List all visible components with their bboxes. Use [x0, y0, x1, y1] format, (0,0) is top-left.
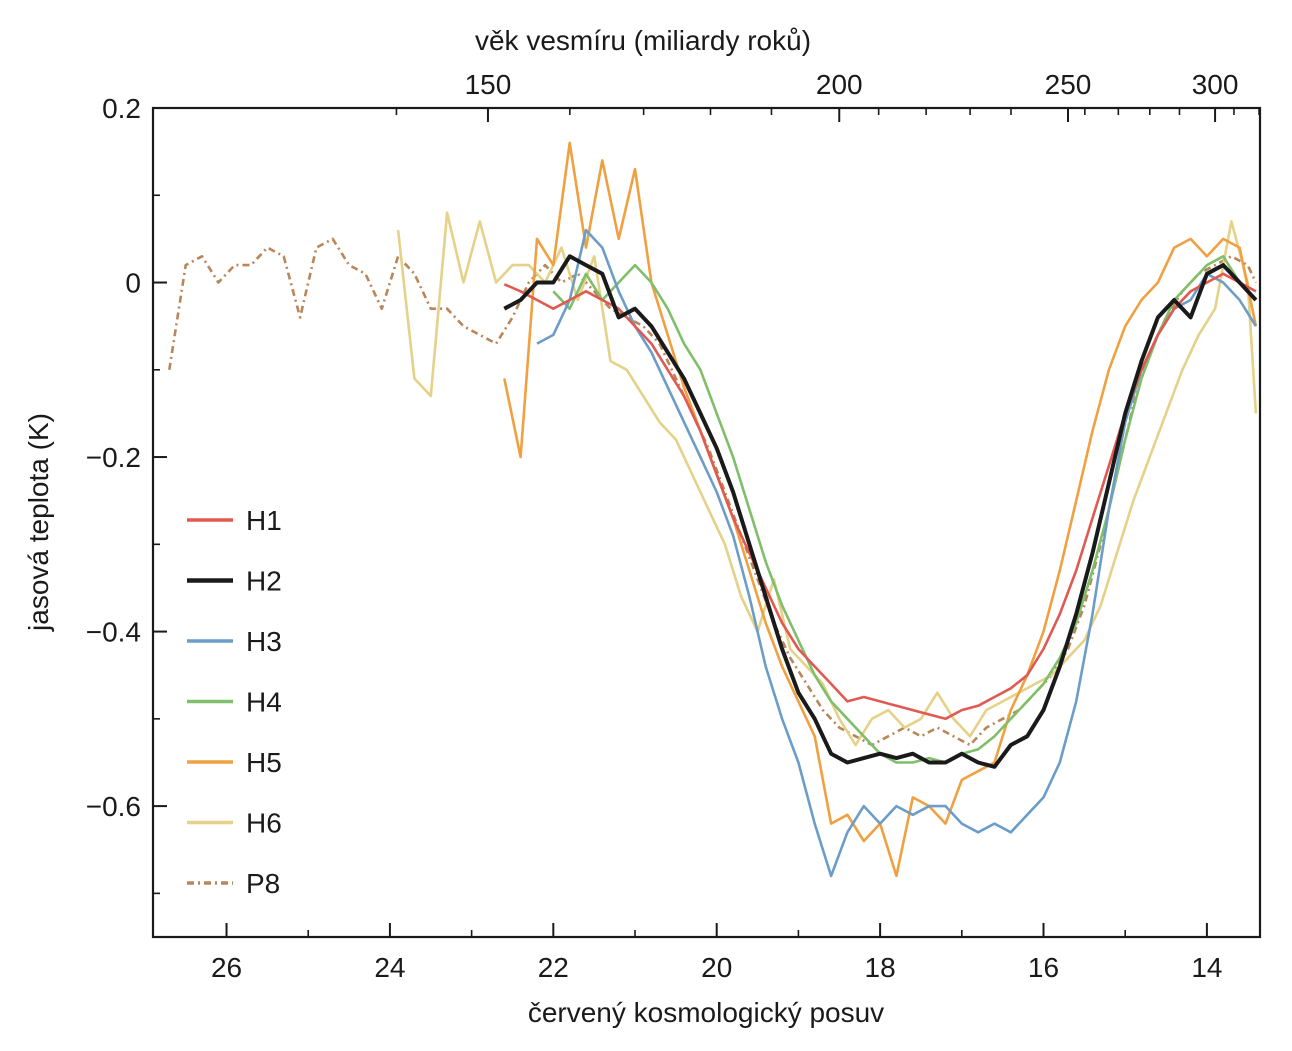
- y-tick-label: −0.4: [86, 617, 141, 648]
- top-tick-label: 300: [1192, 69, 1239, 100]
- legend: H1 H2 H3 H4 H5 H6 P8: [187, 505, 282, 899]
- legend-label-h2: H2: [246, 566, 282, 597]
- y-tick-label: 0: [125, 268, 141, 299]
- series-layer: [168, 141, 1258, 878]
- x-tick-label: 18: [865, 952, 896, 983]
- y-axis-label: jasová teplota (K): [23, 413, 54, 632]
- legend-label-h4: H4: [246, 687, 282, 718]
- series-line-p8: [168, 237, 1258, 747]
- legend-label-h5: H5: [246, 747, 282, 778]
- series-line-h1: [503, 272, 1257, 721]
- y-tick-label: 0.2: [102, 93, 141, 124]
- ticks-layer: 26 24 22 20 18 16 14 0.2 0 −0.2 −0.4 −0.6 150 200 250 3…: [86, 69, 1260, 983]
- top-tick-label: 250: [1045, 69, 1092, 100]
- x-tick-label: 24: [374, 952, 405, 983]
- x-tick-label: 20: [701, 952, 732, 983]
- top-tick-label: 150: [465, 69, 512, 100]
- top-tick-label: 200: [816, 69, 863, 100]
- x-tick-label: 22: [538, 952, 569, 983]
- series-line-h4: [552, 254, 1257, 764]
- legend-label-h3: H3: [246, 626, 282, 657]
- x-tick-label: 14: [1191, 952, 1222, 983]
- legend-label-p8: P8: [246, 868, 280, 899]
- plot-frame: [151, 106, 1262, 939]
- x-axis-label: červený kosmologický posuv: [528, 997, 884, 1028]
- y-tick-label: −0.6: [86, 791, 141, 822]
- legend-label-h6: H6: [246, 808, 282, 839]
- top-axis-label: věk vesmíru (miliardy roků): [475, 25, 811, 56]
- y-tick-label: −0.2: [86, 442, 141, 473]
- series-line-h2: [503, 254, 1258, 769]
- x-tick-label: 26: [211, 952, 242, 983]
- x-tick-label: 16: [1028, 952, 1059, 983]
- legend-label-h1: H1: [246, 505, 282, 536]
- series-line-h5: [503, 141, 1258, 878]
